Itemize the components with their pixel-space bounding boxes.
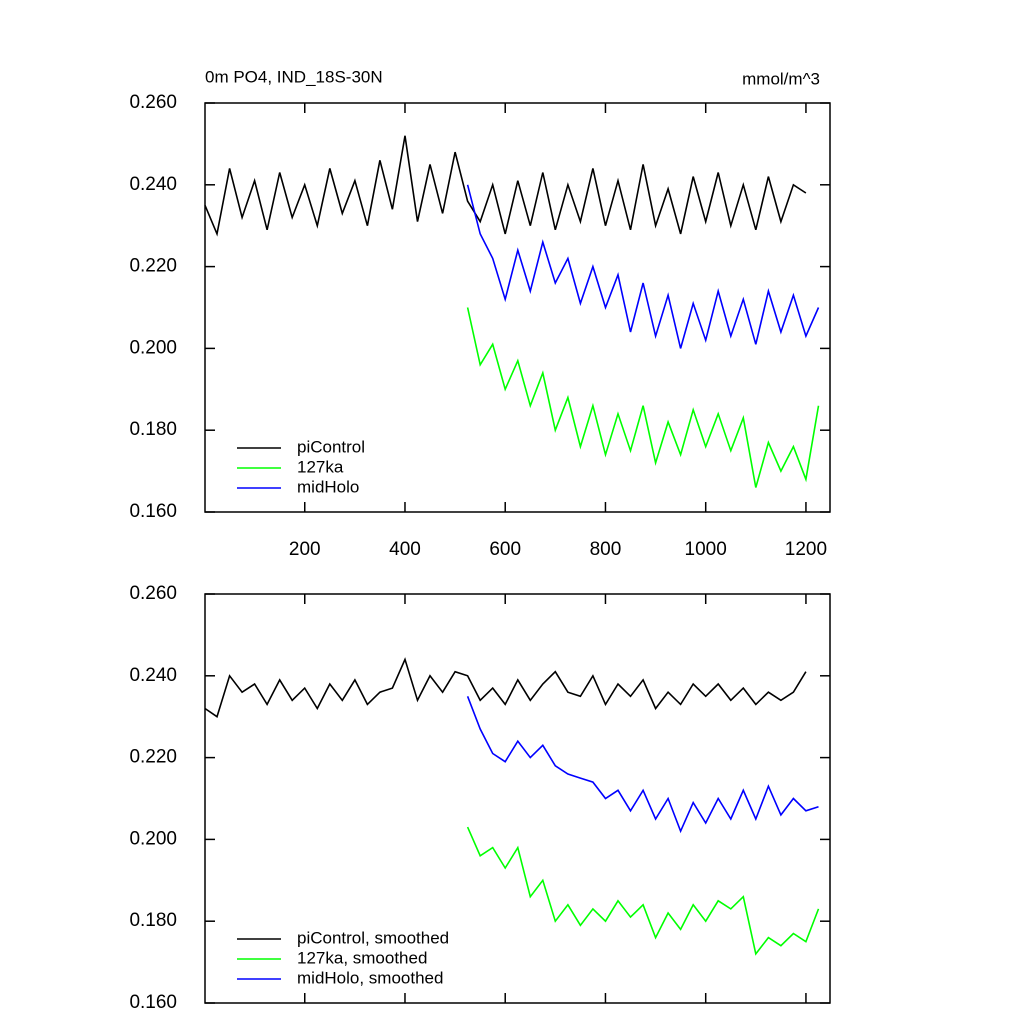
y-tick-label: 0.220 — [129, 256, 177, 277]
legend-label: midHolo, smoothed — [297, 968, 443, 987]
x-tick-label: 800 — [590, 539, 622, 560]
y-tick-label: 0.160 — [129, 992, 177, 1013]
series-line — [466, 184, 820, 349]
y-tick-label: 0.240 — [129, 665, 177, 686]
chart-title: 0m PO4, IND_18S-30N — [205, 67, 383, 86]
y-tick-label: 0.220 — [129, 747, 177, 768]
units-label: mmol/m^3 — [742, 69, 820, 88]
legend-label: piControl, smoothed — [297, 928, 449, 947]
series-line — [204, 657, 807, 718]
y-tick-label: 0.260 — [129, 583, 177, 604]
x-tick-label: 1200 — [785, 539, 827, 560]
plot-frame — [204, 593, 831, 1004]
y-tick-label: 0.240 — [129, 174, 177, 195]
series-line — [466, 826, 820, 956]
legend-label: 127ka, smoothed — [297, 948, 427, 967]
series-line — [466, 307, 820, 488]
y-tick-label: 0.200 — [129, 337, 177, 358]
x-tick-label: 600 — [489, 539, 521, 560]
series-line — [466, 696, 819, 834]
series-line — [204, 135, 807, 237]
y-tick-label: 0.200 — [129, 828, 177, 849]
y-tick-label: 0.160 — [129, 501, 177, 522]
y-tick-label: 0.180 — [129, 419, 177, 440]
legend-label: midHolo — [297, 477, 359, 496]
x-tick-label: 200 — [289, 539, 321, 560]
x-tick-label: 1000 — [685, 539, 727, 560]
x-tick-label: 400 — [389, 539, 421, 560]
y-tick-label: 0.180 — [129, 910, 177, 931]
plot-frame — [204, 102, 831, 513]
y-tick-label: 0.260 — [129, 92, 177, 113]
legend-label: 127ka — [297, 457, 344, 476]
legend-label: piControl — [297, 437, 365, 456]
